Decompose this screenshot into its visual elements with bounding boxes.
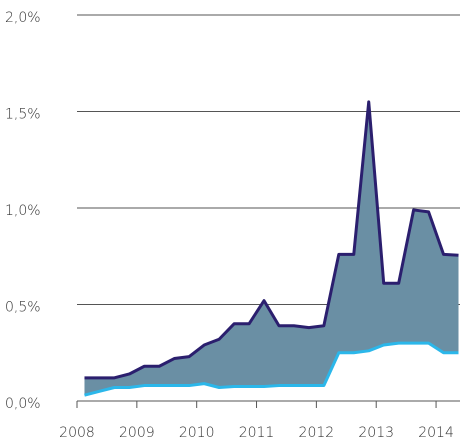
y-tick-label: 0,0% <box>5 396 41 412</box>
x-tick-label: 2010 <box>179 425 215 441</box>
y-tick-label: 0,5% <box>5 300 41 316</box>
y-tick-label: 1,5% <box>5 107 41 123</box>
x-tick-label: 2011 <box>239 425 275 441</box>
band-fill <box>84 101 459 396</box>
x-tick-label: 2014 <box>418 425 454 441</box>
x-tick-label: 2012 <box>299 425 335 441</box>
y-tick-label: 2,0% <box>5 10 41 26</box>
x-tick-label: 2013 <box>358 425 394 441</box>
series-line <box>84 100 459 380</box>
series-line <box>84 341 459 397</box>
x-tick-label: 2009 <box>119 425 155 441</box>
x-tick-label: 2008 <box>59 425 95 441</box>
y-tick-label: 1,0% <box>5 203 41 219</box>
